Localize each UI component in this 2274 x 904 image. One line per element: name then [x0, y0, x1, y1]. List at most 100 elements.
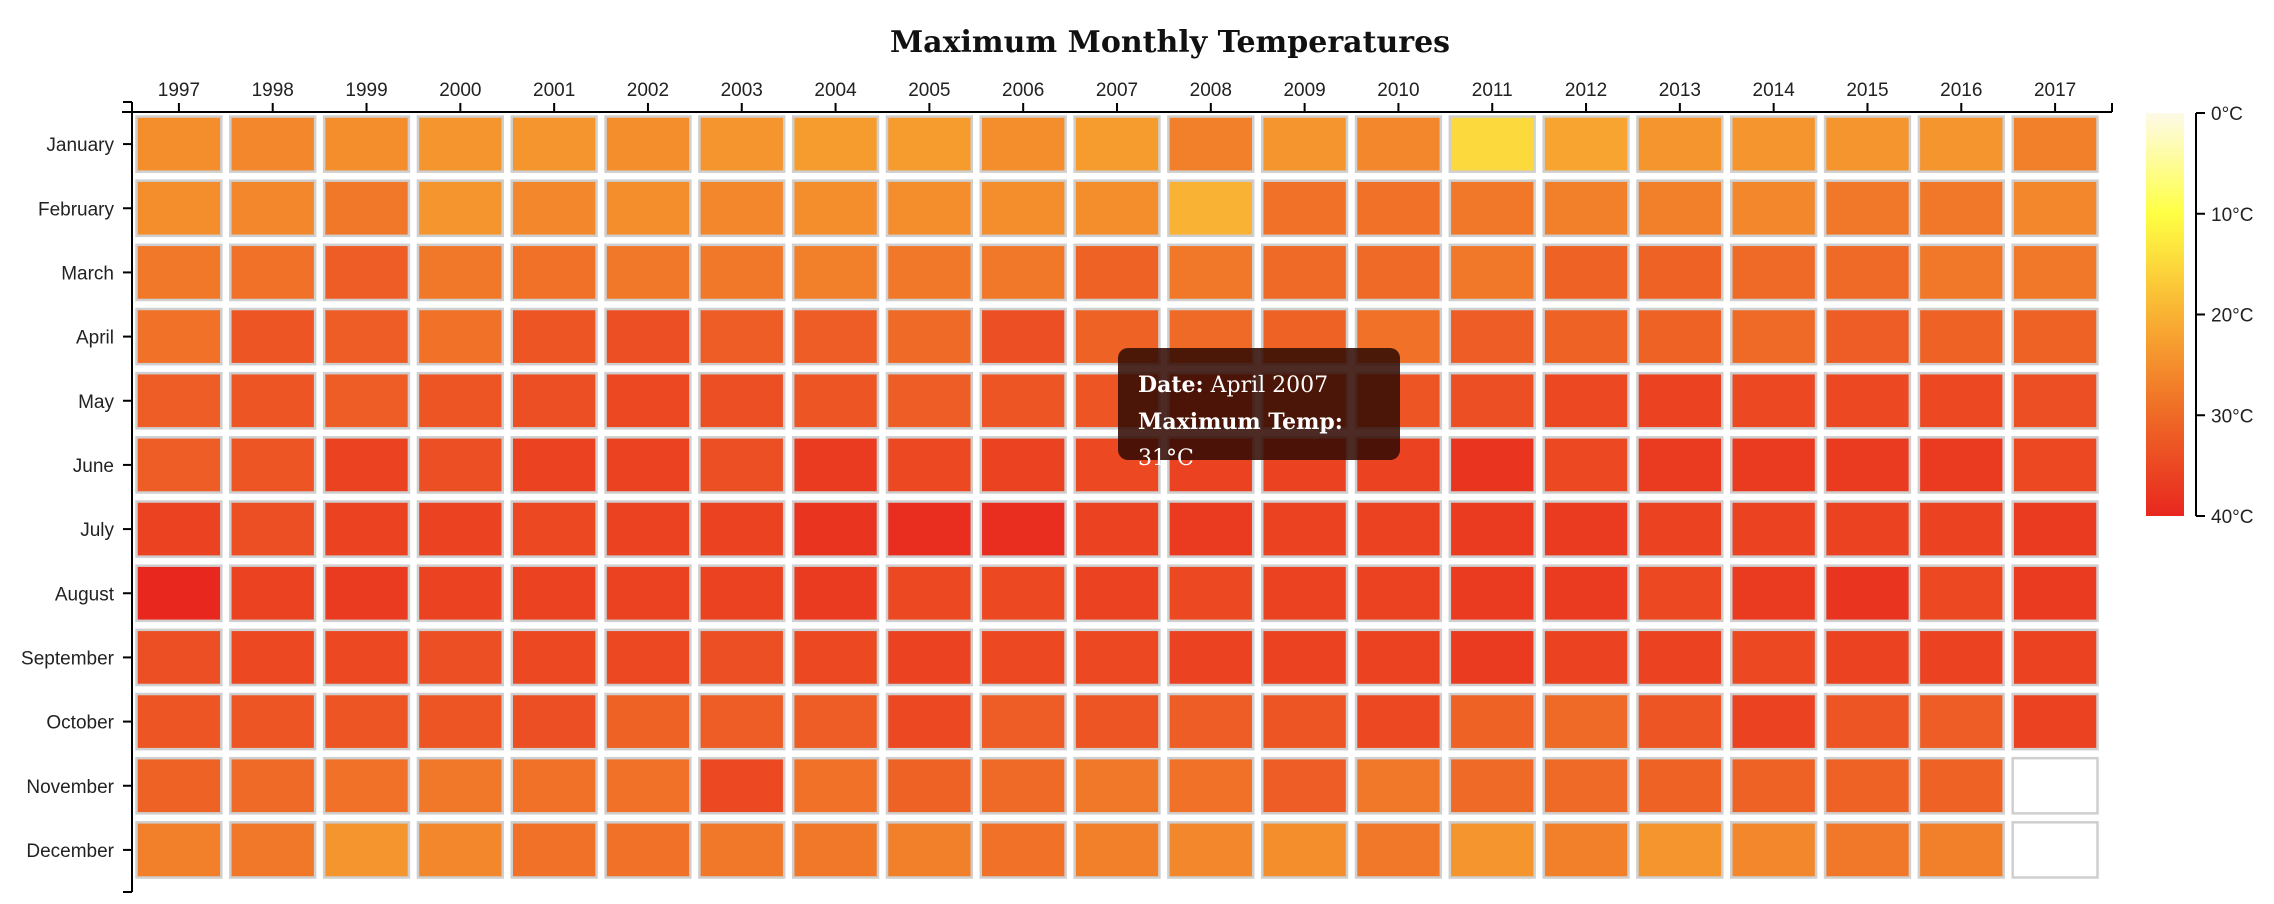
heatmap-cell[interactable] — [510, 243, 598, 302]
heatmap-cell[interactable] — [1823, 243, 1912, 302]
heatmap-cell[interactable] — [416, 628, 504, 687]
heatmap-cell[interactable] — [416, 115, 504, 173]
heatmap-cell[interactable] — [322, 756, 411, 815]
heatmap-cell[interactable] — [1917, 628, 2005, 687]
heatmap-cell[interactable] — [791, 756, 880, 815]
heatmap-cell[interactable] — [229, 436, 317, 494]
heatmap-cell[interactable] — [1636, 628, 1724, 687]
heatmap-cell[interactable] — [322, 821, 411, 879]
heatmap-cell[interactable] — [698, 436, 786, 494]
heatmap-cell[interactable] — [979, 371, 1067, 430]
heatmap-cell[interactable] — [1542, 436, 1630, 494]
heatmap-cell[interactable] — [1167, 243, 1255, 302]
heatmap-cell[interactable] — [322, 692, 411, 751]
heatmap-cell[interactable] — [1636, 821, 1724, 879]
heatmap-cell[interactable] — [1917, 692, 2005, 751]
heatmap-cell[interactable] — [604, 307, 692, 366]
heatmap-cell[interactable] — [1167, 564, 1255, 623]
heatmap-cell[interactable] — [322, 371, 411, 430]
heatmap-cell[interactable] — [1448, 243, 1536, 302]
heatmap-cell[interactable] — [2011, 500, 2099, 558]
heatmap-cell[interactable] — [135, 628, 223, 687]
heatmap-cell[interactable] — [1260, 564, 1349, 623]
heatmap-cell[interactable] — [698, 821, 786, 879]
heatmap-cell[interactable] — [1167, 756, 1255, 815]
heatmap-cell[interactable] — [1167, 628, 1255, 687]
heatmap-cell[interactable] — [1542, 179, 1630, 238]
heatmap-cell[interactable] — [1073, 179, 1161, 238]
heatmap-cell[interactable] — [229, 179, 317, 238]
heatmap-cell[interactable] — [322, 307, 411, 366]
heatmap-cell[interactable] — [1448, 692, 1536, 751]
heatmap-cell[interactable] — [135, 756, 223, 815]
heatmap-cell[interactable] — [1448, 756, 1536, 815]
heatmap-cell[interactable] — [604, 436, 692, 494]
heatmap-cell[interactable] — [1354, 243, 1443, 302]
heatmap-cell[interactable] — [2011, 307, 2099, 366]
heatmap-cell[interactable] — [979, 500, 1067, 558]
heatmap-cell[interactable] — [1730, 115, 1818, 173]
heatmap-cell[interactable] — [1260, 500, 1349, 558]
heatmap-cell[interactable] — [791, 500, 880, 558]
heatmap-cell[interactable] — [510, 564, 598, 623]
heatmap-cell[interactable] — [604, 500, 692, 558]
heatmap-cell[interactable] — [979, 756, 1067, 815]
heatmap-cell[interactable] — [604, 756, 692, 815]
heatmap-cell[interactable] — [1730, 307, 1818, 366]
heatmap-cell[interactable] — [1073, 564, 1161, 623]
heatmap-cell[interactable] — [604, 115, 692, 173]
heatmap-cell[interactable] — [1823, 692, 1912, 751]
heatmap-cell[interactable] — [510, 821, 598, 879]
heatmap-cell[interactable] — [1448, 179, 1536, 238]
heatmap-cell[interactable] — [229, 564, 317, 623]
heatmap-cell[interactable] — [885, 564, 974, 623]
heatmap-cell[interactable] — [1354, 500, 1443, 558]
heatmap-cell[interactable] — [416, 243, 504, 302]
heatmap-cell[interactable] — [1260, 115, 1349, 173]
heatmap-cell[interactable] — [885, 436, 974, 494]
heatmap-cell[interactable] — [1073, 500, 1161, 558]
heatmap-cell[interactable] — [1542, 500, 1630, 558]
heatmap-cell[interactable] — [1542, 628, 1630, 687]
heatmap-cell[interactable] — [979, 243, 1067, 302]
heatmap-cell[interactable] — [1917, 371, 2005, 430]
heatmap-cell[interactable] — [1917, 115, 2005, 173]
heatmap-cell[interactable] — [791, 564, 880, 623]
heatmap-cell[interactable] — [1917, 436, 2005, 494]
heatmap-cell[interactable] — [791, 115, 880, 173]
heatmap-cell[interactable] — [791, 692, 880, 751]
heatmap-cell[interactable] — [1823, 307, 1912, 366]
heatmap-cell[interactable] — [604, 564, 692, 623]
heatmap-cell[interactable] — [510, 756, 598, 815]
heatmap-cell[interactable] — [791, 243, 880, 302]
heatmap-cell[interactable] — [979, 564, 1067, 623]
heatmap-cell[interactable] — [1167, 692, 1255, 751]
heatmap-cell[interactable] — [1917, 179, 2005, 238]
heatmap-cell[interactable] — [791, 307, 880, 366]
heatmap-cell[interactable] — [1260, 628, 1349, 687]
heatmap-cell[interactable] — [510, 115, 598, 173]
heatmap-cell[interactable] — [1917, 500, 2005, 558]
heatmap-cell[interactable] — [229, 500, 317, 558]
heatmap-cell[interactable] — [1730, 243, 1818, 302]
heatmap-cell[interactable] — [2011, 628, 2099, 687]
heatmap-cell[interactable] — [1636, 371, 1724, 430]
heatmap-cell[interactable] — [1448, 115, 1536, 173]
heatmap-cell[interactable] — [1917, 821, 2005, 879]
heatmap-cell[interactable] — [698, 243, 786, 302]
heatmap-cell[interactable] — [1636, 243, 1724, 302]
heatmap-cell[interactable] — [1448, 436, 1536, 494]
heatmap-cell[interactable] — [885, 307, 974, 366]
heatmap-cell[interactable] — [698, 179, 786, 238]
heatmap-cell[interactable] — [698, 756, 786, 815]
heatmap-cell[interactable] — [135, 436, 223, 494]
heatmap-cell[interactable] — [1167, 500, 1255, 558]
heatmap-cell[interactable] — [2011, 243, 2099, 302]
heatmap-cell[interactable] — [1448, 821, 1536, 879]
heatmap-cell[interactable] — [2011, 436, 2099, 494]
heatmap-cell[interactable] — [885, 500, 974, 558]
heatmap-cell[interactable] — [885, 243, 974, 302]
heatmap-cell[interactable] — [1167, 179, 1255, 238]
heatmap-cell[interactable] — [1730, 628, 1818, 687]
heatmap-cell[interactable] — [1260, 821, 1349, 879]
